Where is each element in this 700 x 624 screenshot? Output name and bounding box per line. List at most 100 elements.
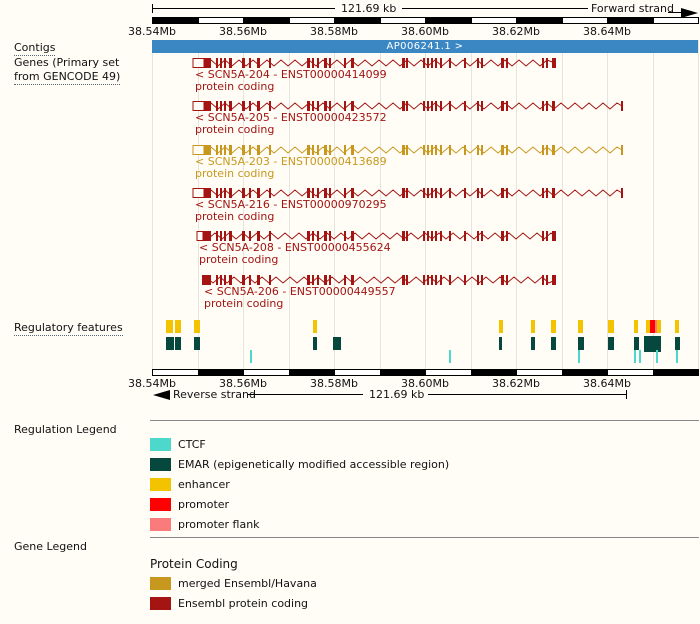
enhancer-feature[interactable] — [578, 320, 583, 333]
regulation-legend-separator — [150, 420, 699, 421]
scalebar-segment — [379, 17, 426, 24]
gridline — [334, 40, 335, 370]
emar-feature[interactable] — [608, 337, 614, 350]
ctcf-feature[interactable] — [634, 350, 636, 363]
gridline — [652, 40, 654, 370]
scalebar-segment — [152, 369, 199, 376]
promoter-flank-feature[interactable] — [655, 320, 657, 333]
transcript-name-label[interactable]: < SCN5A-208 - ENST00000455624 — [199, 241, 391, 255]
enhancer-feature[interactable] — [675, 320, 679, 333]
emar-feature[interactable] — [313, 337, 317, 350]
scalebar-segment — [379, 369, 426, 376]
tick-label: 38.62Mb — [492, 25, 540, 38]
enhancer-feature[interactable] — [531, 320, 535, 333]
promoter-legend-swatch — [150, 518, 171, 531]
ctcf-feature[interactable] — [578, 350, 580, 363]
emar-feature[interactable] — [499, 337, 502, 350]
ctcf-feature[interactable] — [250, 350, 252, 363]
scalebar-segment — [652, 17, 699, 24]
transcript-structure[interactable] — [0, 57, 700, 70]
tick-label: 38.60Mb — [401, 377, 449, 390]
enhancer-feature[interactable] — [646, 320, 650, 333]
scalebar-segment — [561, 17, 608, 24]
scalebar-segment — [243, 369, 290, 376]
sidebar-item-genes-line2[interactable]: from GENCODE 49) — [14, 70, 121, 85]
sidebar-item-genes-line1[interactable]: Genes (Primary set — [14, 56, 120, 69]
scalebar-segment — [561, 369, 608, 376]
transcript-structure[interactable] — [0, 187, 700, 200]
scalebar-segment — [425, 369, 472, 376]
forward-strand-label: Forward strand — [588, 2, 677, 15]
emar-feature[interactable] — [175, 337, 181, 350]
ctcf-legend-swatch — [150, 438, 171, 451]
reverse-strand-arrow-icon — [153, 390, 170, 400]
enhancer-legend-swatch — [150, 478, 171, 491]
transcript-name-label[interactable]: < SCN5A-203 - ENST00000413689 — [195, 154, 387, 168]
scalebar-segment — [243, 17, 290, 24]
emar-feature[interactable] — [551, 337, 556, 350]
transcript-structure[interactable] — [0, 230, 700, 243]
enhancer-feature[interactable] — [634, 320, 638, 333]
emar-feature[interactable] — [194, 337, 200, 350]
forward-strand-arrow-icon — [681, 8, 698, 18]
ruler-bottom-right-tick — [626, 390, 627, 399]
forward-strand-arrow-line — [668, 12, 682, 13]
scalebar-segment — [470, 17, 517, 24]
transcript-structure[interactable] — [0, 274, 700, 287]
transcript-name-label[interactable]: < SCN5A-216 - ENST00000970295 — [195, 197, 387, 211]
enhancer-feature[interactable] — [551, 320, 556, 333]
tick-label: 38.62Mb — [492, 377, 540, 390]
ruler-top-line-left — [152, 8, 335, 9]
ctcf-feature[interactable] — [676, 350, 678, 363]
emar-feature[interactable] — [578, 337, 584, 350]
scalebar-segment — [288, 369, 335, 376]
scalebar-segment — [516, 17, 563, 24]
emar-feature[interactable] — [675, 337, 680, 350]
emar-feature[interactable] — [531, 337, 535, 350]
enhancer-feature[interactable] — [499, 320, 503, 333]
gridline — [379, 40, 381, 370]
emar-feature[interactable] — [166, 337, 174, 350]
gridline — [516, 40, 517, 370]
emar-feature[interactable] — [333, 337, 341, 350]
gridline — [243, 40, 244, 370]
ruler-bottom-line-left — [248, 394, 363, 395]
scalebar-segment — [288, 17, 335, 24]
enhancer-feature[interactable] — [166, 320, 173, 333]
ruler-bottom-line-right — [428, 394, 626, 395]
promoter-feature[interactable] — [650, 320, 655, 333]
ctcf-feature[interactable] — [656, 350, 658, 363]
tick-label: 38.54Mb — [128, 25, 176, 38]
enhancer-feature[interactable] — [656, 320, 661, 333]
transcript-name-label[interactable]: < SCN5A-206 - ENST00000449557 — [204, 284, 396, 298]
sidebar-item-contigs[interactable]: Contigs — [14, 41, 56, 56]
transcript-structure[interactable] — [0, 100, 700, 113]
transcript-biotype-label: protein coding — [204, 296, 284, 310]
gridline — [470, 40, 472, 370]
enhancer-feature[interactable] — [175, 320, 181, 333]
scalebar-segment — [197, 17, 244, 24]
transcript-structure[interactable] — [0, 144, 700, 157]
sidebar-item-regulatory-features[interactable]: Regulatory features — [14, 321, 123, 336]
tick-label: 38.64Mb — [583, 25, 631, 38]
enhancer-feature[interactable] — [194, 320, 200, 333]
reverse-strand-label: Reverse strand — [170, 388, 259, 401]
emar-feature[interactable] — [634, 337, 639, 350]
ctcf-feature[interactable] — [449, 350, 451, 363]
ruler-top-line-right — [402, 8, 588, 9]
ctcf-feature[interactable] — [639, 350, 641, 363]
enhancer-feature[interactable] — [608, 320, 614, 333]
transcript-biotype-label: protein coding — [195, 209, 275, 223]
ruler-top-scale-label: 121.69 kb — [338, 2, 400, 15]
transcript-biotype-label: protein coding — [195, 166, 275, 180]
transcript-name-label[interactable]: < SCN5A-204 - ENST00000414099 — [195, 68, 387, 81]
gridline — [152, 40, 153, 370]
transcript-name-label[interactable]: < SCN5A-205 - ENST00000423572 — [195, 111, 387, 125]
gene-legend-header: Protein Coding — [150, 557, 238, 571]
emar-feature[interactable] — [644, 336, 661, 352]
contig-bar[interactable]: AP006241.1 > — [152, 40, 698, 53]
gridline — [607, 40, 608, 370]
tick-label: 38.56Mb — [219, 25, 267, 38]
enhancer-feature[interactable] — [313, 320, 317, 333]
